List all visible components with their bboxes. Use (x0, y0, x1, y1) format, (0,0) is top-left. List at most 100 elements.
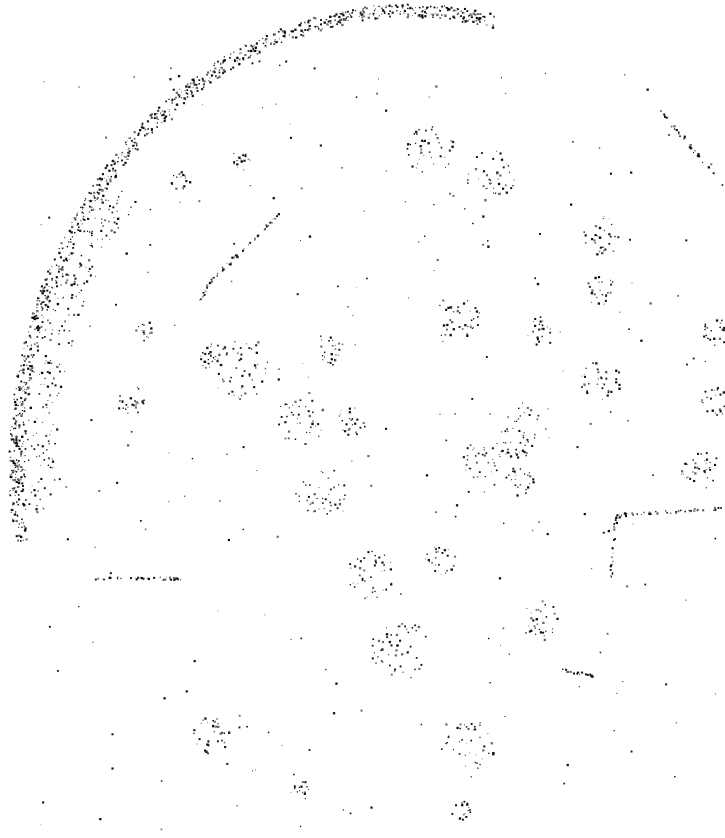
dot (110, 164, 113, 167)
dot (58, 333, 60, 335)
dot (168, 108, 170, 110)
dot (469, 326, 472, 329)
dot (216, 275, 218, 277)
dot (614, 523, 616, 525)
dot (722, 329, 725, 332)
dot (430, 13, 432, 15)
dot (36, 505, 38, 507)
dot (100, 229, 103, 232)
dot (207, 752, 209, 755)
dot (449, 306, 453, 309)
dot (109, 178, 112, 181)
dot (591, 238, 594, 241)
dot (137, 132, 139, 134)
dot (165, 576, 167, 578)
dot (176, 176, 178, 178)
dot (16, 442, 18, 444)
dot (128, 137, 130, 139)
dot (121, 159, 123, 162)
dot (185, 690, 188, 693)
dot (240, 387, 243, 389)
dot (586, 390, 588, 393)
dot (178, 96, 181, 98)
dot (502, 166, 505, 169)
dot (482, 185, 485, 188)
dot (646, 88, 649, 91)
dot (174, 108, 176, 110)
dot (221, 67, 223, 69)
dot (608, 242, 611, 245)
dot (80, 220, 82, 222)
dot (21, 354, 23, 356)
dot (53, 258, 56, 261)
dot (349, 13, 351, 15)
dot (331, 16, 333, 17)
dot (16, 486, 19, 488)
dot (448, 735, 450, 738)
dot (508, 474, 510, 476)
dot (10, 460, 12, 462)
dot (316, 26, 318, 28)
dot (57, 670, 59, 672)
dot (266, 35, 268, 38)
dot (430, 157, 432, 159)
dot (249, 49, 253, 53)
dot (615, 521, 618, 525)
dot (90, 206, 93, 209)
dot (24, 475, 26, 478)
dot (290, 639, 292, 641)
dot (250, 44, 253, 47)
dot (24, 397, 27, 400)
dot (401, 4, 404, 7)
dot (61, 275, 64, 278)
dot (710, 330, 712, 332)
dot (505, 476, 508, 479)
dot (25, 358, 27, 360)
dot (226, 453, 228, 456)
dot (715, 412, 716, 414)
dot (31, 356, 34, 358)
dot (116, 199, 118, 201)
dot (17, 481, 21, 485)
dot (243, 159, 246, 162)
dot (383, 554, 386, 556)
dot (526, 438, 529, 441)
dot (168, 98, 170, 100)
dot (518, 429, 521, 432)
dot (182, 187, 184, 189)
dot (476, 17, 479, 20)
dot (236, 255, 239, 259)
dot (205, 291, 207, 293)
dot (506, 428, 508, 430)
dot (255, 351, 258, 354)
dot (168, 501, 170, 503)
dot (467, 325, 469, 327)
dot (415, 657, 418, 659)
dot (133, 137, 136, 140)
dot (474, 307, 477, 309)
dot (20, 365, 22, 367)
dot (230, 68, 232, 71)
dot (44, 279, 47, 281)
dot (229, 380, 231, 382)
dot (381, 7, 383, 10)
dot (35, 318, 37, 320)
dot (386, 627, 387, 629)
dot (20, 397, 23, 400)
dot (248, 347, 251, 349)
dot (206, 74, 208, 76)
dot (397, 625, 400, 628)
dot (17, 503, 20, 506)
dot (450, 6, 453, 9)
dot (262, 42, 265, 45)
dot (308, 789, 309, 790)
dot (470, 319, 473, 322)
dot (59, 370, 61, 373)
dot (700, 401, 702, 403)
dot (13, 513, 17, 516)
dot (702, 509, 705, 512)
dot (309, 29, 311, 31)
dot (42, 421, 44, 423)
dot (546, 326, 548, 328)
